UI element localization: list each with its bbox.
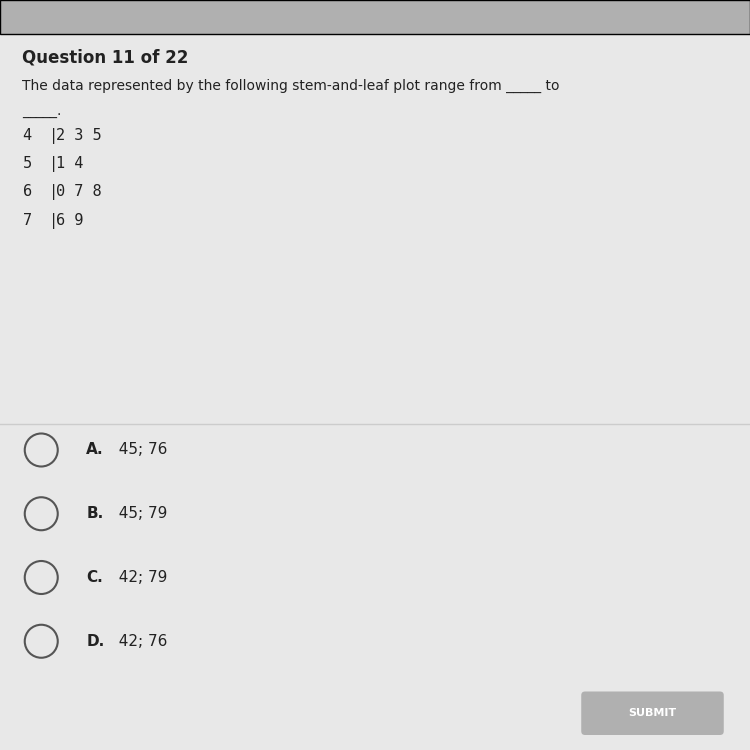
Text: SUBMIT: SUBMIT	[628, 708, 676, 718]
Text: 4: 4	[22, 128, 32, 142]
Text: 6 9: 6 9	[56, 213, 84, 228]
Text: 2 3 5: 2 3 5	[56, 128, 102, 142]
Text: 7: 7	[22, 213, 32, 228]
Text: 42; 76: 42; 76	[109, 634, 167, 649]
Text: 45; 79: 45; 79	[109, 506, 167, 521]
Text: |: |	[49, 184, 58, 200]
Text: _____.: _____.	[22, 104, 62, 118]
Text: B.: B.	[86, 506, 104, 521]
FancyBboxPatch shape	[581, 692, 724, 735]
Text: |: |	[49, 156, 58, 172]
Text: 5: 5	[22, 156, 32, 171]
Text: 45; 76: 45; 76	[109, 442, 167, 458]
Text: Question 11 of 22: Question 11 of 22	[22, 49, 189, 67]
FancyBboxPatch shape	[0, 0, 750, 34]
Text: 42; 79: 42; 79	[109, 570, 167, 585]
Text: D.: D.	[86, 634, 104, 649]
Text: A.: A.	[86, 442, 104, 458]
Text: C.: C.	[86, 570, 103, 585]
Text: |: |	[49, 213, 58, 229]
Text: 6: 6	[22, 184, 32, 200]
Text: The data represented by the following stem-and-leaf plot range from _____ to: The data represented by the following st…	[22, 79, 560, 93]
Text: 1 4: 1 4	[56, 156, 84, 171]
Text: 0 7 8: 0 7 8	[56, 184, 102, 200]
Text: |: |	[49, 128, 58, 143]
